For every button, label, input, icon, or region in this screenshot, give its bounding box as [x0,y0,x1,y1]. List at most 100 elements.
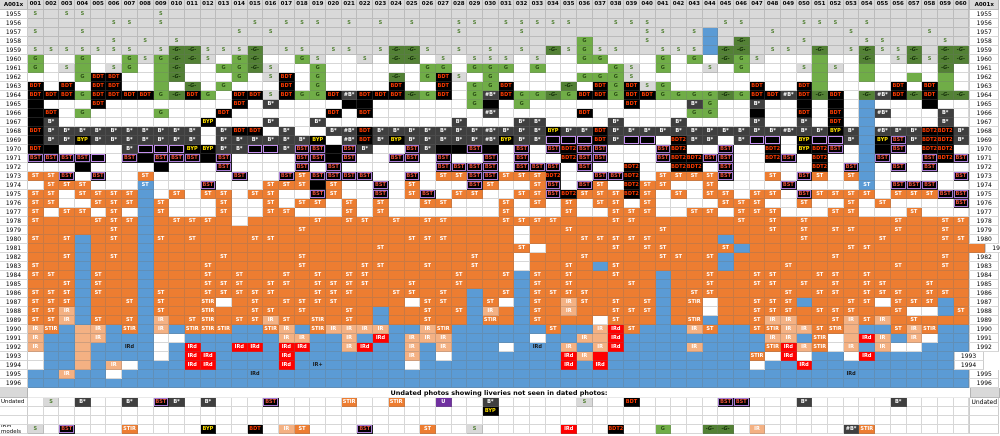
grid-cell[interactable]: -G- [545,46,562,55]
grid-cell[interactable] [310,28,327,37]
grid-cell[interactable] [577,199,593,208]
grid-cell[interactable] [373,226,389,235]
grid-cell[interactable] [388,343,405,352]
grid-cell[interactable] [467,235,483,244]
grid-cell[interactable] [435,280,452,289]
grid-cell[interactable]: BDT [28,82,44,91]
grid-cell[interactable]: S [294,19,311,28]
grid-cell[interactable] [482,208,499,217]
grid-cell[interactable] [828,136,844,145]
grid-cell[interactable] [875,82,891,91]
grid-cell[interactable] [796,46,813,55]
grid-cell[interactable] [530,37,546,46]
grid-cell[interactable] [686,244,703,253]
grid-cell[interactable]: STIR [122,425,138,434]
grid-cell[interactable] [59,190,76,199]
grid-cell[interactable] [200,235,217,244]
grid-cell[interactable] [106,307,123,316]
grid-cell[interactable] [137,289,154,298]
grid-cell[interactable] [875,118,891,127]
grid-cell[interactable]: IRd [608,334,625,343]
grid-cell[interactable] [247,154,264,163]
grid-cell[interactable]: ST [545,325,562,334]
grid-cell[interactable] [420,82,436,91]
grid-cell[interactable]: BDT2 [765,154,781,163]
grid-cell[interactable]: G [28,55,44,64]
grid-cell[interactable] [890,343,907,352]
grid-cell[interactable] [279,28,295,37]
grid-cell[interactable] [498,73,515,82]
grid-cell[interactable] [781,425,797,434]
grid-cell[interactable]: BDT [90,73,107,82]
grid-cell[interactable] [514,253,530,262]
grid-cell[interactable] [90,307,107,316]
grid-cell[interactable] [781,64,797,73]
grid-cell[interactable] [279,55,295,64]
grid-cell[interactable] [592,307,609,316]
grid-cell[interactable]: B* [514,127,530,136]
grid-cell[interactable]: B* [200,398,217,407]
grid-cell[interactable]: S [404,19,421,28]
grid-cell[interactable]: BST [655,154,672,163]
grid-cell[interactable]: IRd [859,352,876,361]
grid-cell[interactable] [671,100,687,109]
grid-cell[interactable] [106,325,123,334]
grid-cell[interactable] [43,73,60,82]
grid-cell[interactable] [922,361,938,370]
grid-cell[interactable] [357,379,374,388]
grid-cell[interactable]: G [482,82,499,91]
grid-cell[interactable] [43,361,60,370]
grid-cell[interactable]: BST [231,172,248,181]
grid-cell[interactable] [341,244,358,253]
grid-cell[interactable]: B* [122,398,138,407]
grid-cell[interactable] [294,361,311,370]
grid-cell[interactable]: BDT [28,127,44,136]
grid-cell[interactable]: BST [592,154,609,163]
grid-cell[interactable]: B* [373,136,389,145]
year-label[interactable]: 1959 [969,46,1000,55]
grid-cell[interactable]: IR [577,352,593,361]
grid-cell[interactable] [624,154,640,163]
grid-cell[interactable] [153,217,170,226]
grid-cell[interactable]: ST [561,262,578,271]
grid-cell[interactable] [247,325,264,334]
grid-cell[interactable] [169,416,185,425]
year-label[interactable]: 1955 [0,10,28,19]
grid-cell[interactable]: ST [420,217,436,226]
grid-cell[interactable] [184,253,201,262]
grid-cell[interactable] [137,370,154,379]
grid-cell[interactable] [169,28,185,37]
grid-cell[interactable] [530,244,546,253]
grid-cell[interactable]: ST [828,253,844,262]
grid-cell[interactable] [59,416,76,425]
grid-cell[interactable]: IR [592,325,609,334]
grid-cell[interactable] [90,28,107,37]
grid-cell[interactable]: BDT [922,82,938,91]
grid-cell[interactable]: IRd [530,343,546,352]
grid-cell[interactable] [216,91,232,100]
grid-cell[interactable]: ST [106,208,123,217]
grid-cell[interactable]: S [200,46,217,55]
grid-cell[interactable] [624,10,640,19]
grid-cell[interactable] [435,244,452,253]
grid-cell[interactable] [561,100,578,109]
grid-cell[interactable] [420,271,436,280]
grid-cell[interactable] [530,334,546,343]
grid-cell[interactable]: ST [90,199,107,208]
grid-cell[interactable]: ST [279,271,295,280]
grid-cell[interactable] [326,136,342,145]
grid-cell[interactable]: B* [435,127,452,136]
grid-cell[interactable] [718,271,734,280]
grid-cell[interactable] [263,343,279,352]
grid-cell[interactable] [890,100,907,109]
grid-cell[interactable] [749,226,766,235]
grid-cell[interactable]: ST [200,271,217,280]
grid-cell[interactable] [357,370,374,379]
grid-cell[interactable]: IR [153,316,170,325]
grid-cell[interactable] [373,407,389,416]
grid-cell[interactable] [326,199,342,208]
grid-cell[interactable] [608,289,625,298]
grid-cell[interactable] [686,425,703,434]
grid-cell[interactable] [467,46,483,55]
grid-cell[interactable]: -G- [404,91,421,100]
